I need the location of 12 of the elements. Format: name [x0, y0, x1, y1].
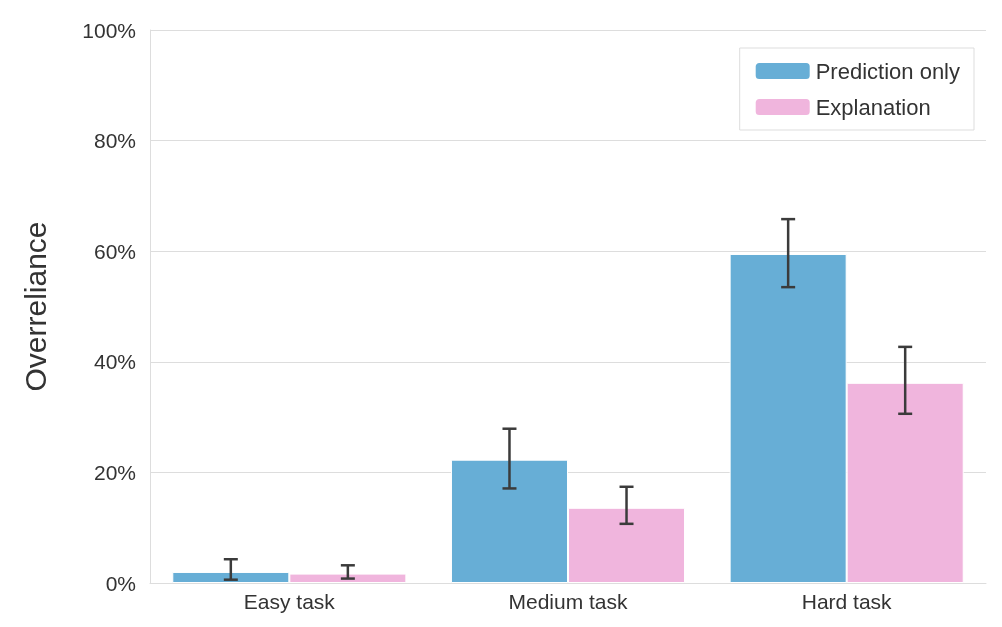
y-tick-label: 40% — [93, 350, 136, 374]
y-tick-label: 60% — [93, 239, 136, 263]
x-tick-label: Hard task — [801, 590, 893, 613]
legend-label: Prediction only — [815, 58, 961, 84]
legend-label: Explanation — [815, 94, 931, 120]
y-tick-label: 20% — [93, 460, 136, 484]
y-axis-title: Overreliance — [18, 221, 52, 392]
y-tick-label: 0% — [105, 571, 136, 595]
y-tick-label: 80% — [93, 129, 136, 153]
x-tick-label: Easy task — [243, 590, 336, 613]
x-tick-label: Medium task — [508, 590, 629, 613]
y-tick-label: 100% — [82, 18, 136, 42]
